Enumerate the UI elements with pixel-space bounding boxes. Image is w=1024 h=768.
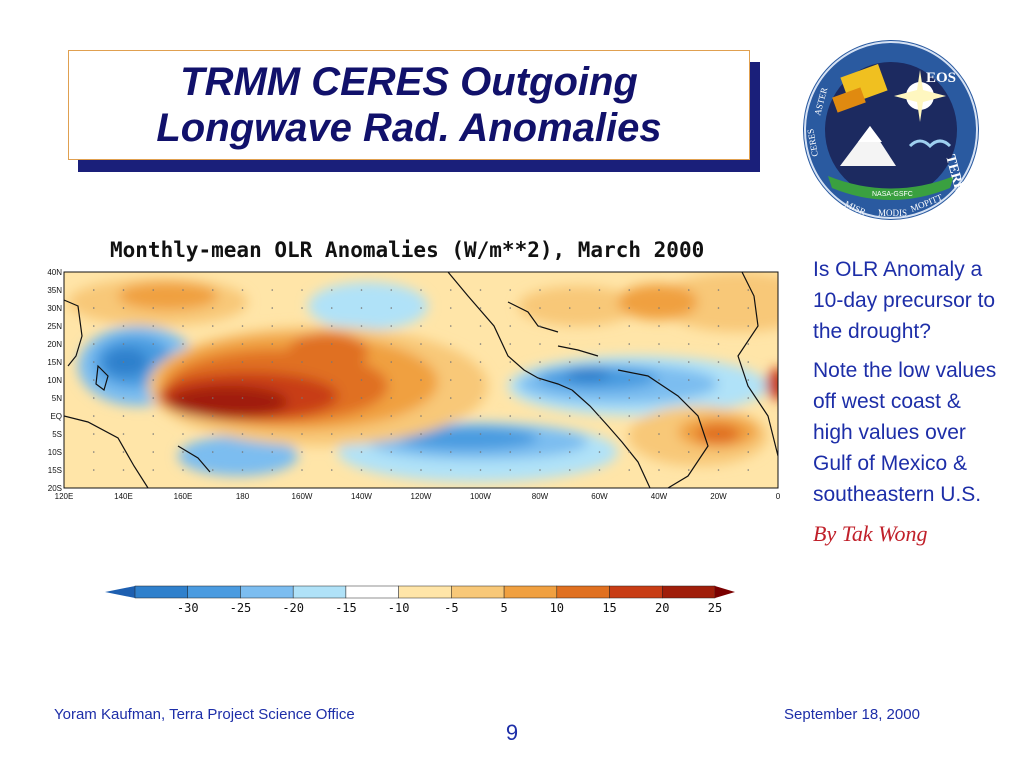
lat-label: 25N — [47, 322, 62, 331]
colorbar-tick-label: 20 — [655, 601, 669, 615]
eos-terra-logo: EOS TERRA ASTER CERES MISR MODIS MOPITT … — [803, 40, 979, 220]
logo-text-eos: EOS — [926, 70, 956, 86]
colorbar-tick-label: 10 — [550, 601, 564, 615]
logo-text-ceres: CERES — [805, 128, 820, 157]
lon-label: 40W — [651, 492, 668, 501]
colorbar-tick-label: 25 — [708, 601, 722, 615]
page-number: 9 — [505, 720, 519, 745]
colorbar-tick-label: -10 — [388, 601, 410, 615]
lat-label: 5S — [52, 430, 62, 439]
lon-label: 120W — [411, 492, 432, 501]
lon-label: 120E — [55, 492, 74, 501]
colorbar-tick-label: -30 — [177, 601, 199, 615]
question-text: Is OLR Anomaly a 10-day precursor to the… — [813, 258, 996, 343]
lon-label: 140E — [114, 492, 133, 501]
lat-label: 35N — [47, 286, 62, 295]
colorbar-tick-label: -25 — [230, 601, 252, 615]
lon-label: 160W — [292, 492, 313, 501]
side-notes: Is OLR Anomaly a 10-day precursor to the… — [813, 254, 1003, 557]
lon-label: 100W — [470, 492, 491, 501]
lon-label: 80W — [532, 492, 549, 501]
lon-label: 60W — [591, 492, 608, 501]
colorbar-segment — [398, 585, 452, 599]
coastlines — [64, 272, 778, 488]
footer-date: September 18, 2000 — [784, 706, 920, 723]
colorbar-segment — [662, 585, 716, 599]
lat-label: 15S — [48, 466, 62, 475]
logo-text-nasa-gsfc: NASA-GSFC — [872, 191, 913, 198]
lat-label: 15N — [47, 358, 62, 367]
colorbar-segment — [556, 585, 610, 599]
note-text: Note the low values off west coast & hig… — [813, 359, 997, 506]
lat-label: 10N — [47, 376, 62, 385]
colorbar-segment — [292, 585, 347, 599]
credit-text: By Tak Wong — [813, 521, 928, 546]
lon-label: 0 — [776, 492, 781, 501]
colorbar-tick-label: -20 — [282, 601, 304, 615]
lat-label: 30N — [47, 304, 62, 313]
colorbar-segment — [187, 585, 241, 599]
colorbar-arrow-low — [105, 586, 135, 598]
logo-text-modis: MODIS — [878, 208, 907, 218]
title-box: TRMM CERES Outgoing Longwave Rad. Anomal… — [68, 50, 750, 160]
colorbar-arrow-high — [715, 586, 735, 598]
colorbar-tick-label: -5 — [444, 601, 458, 615]
lat-label: 10S — [48, 448, 62, 457]
colorbar-segment — [451, 585, 505, 599]
colorbar-tick-label: -15 — [335, 601, 357, 615]
map-frame — [63, 271, 779, 489]
anomaly-field — [68, 272, 778, 482]
lon-label: 180 — [236, 492, 250, 501]
lat-axis: 40N 35N 30N 25N 20N 15N 10N 5N EQ 5S 10S 15S 20S — [47, 268, 62, 493]
lat-label: 40N — [47, 268, 62, 277]
colorbar-segment — [503, 585, 558, 599]
colorbar-segment — [609, 585, 663, 599]
colorbar-segment — [345, 585, 399, 599]
colorbar-tick-label: 5 — [500, 601, 507, 615]
lon-label: 160E — [174, 492, 193, 501]
lat-label: 20N — [47, 340, 62, 349]
lat-label: 5N — [52, 394, 62, 403]
colorbar-segment — [134, 585, 188, 599]
title-line-1: TRMM CERES Outgoing — [180, 60, 638, 104]
lat-label: EQ — [50, 412, 62, 421]
lon-axis: 120E 140E 160E 180 160W 140W 120W 100W 80W 60W 40W… — [55, 492, 781, 501]
colorbar-segment — [240, 585, 294, 599]
footer-author: Yoram Kaufman, Terra Project Science Off… — [54, 706, 355, 723]
colorbar-tick-label: 15 — [602, 601, 616, 615]
lon-label: 140W — [351, 492, 372, 501]
map-title: Monthly-mean OLR Anomalies (W/m**2), Mar… — [110, 238, 705, 262]
grid-dots — [92, 289, 750, 471]
olr-anomaly-map: 40N 35N 30N 25N 20N 15N 10N 5N EQ 5S 10S 15S 20S 120… — [47, 268, 781, 501]
lon-label: 20W — [710, 492, 727, 501]
lat-label: 20S — [48, 484, 62, 493]
colorbar: -30-25-20-15-10-551015202530 — [105, 585, 735, 615]
title-line-2: Longwave Rad. Anomalies — [156, 106, 662, 150]
